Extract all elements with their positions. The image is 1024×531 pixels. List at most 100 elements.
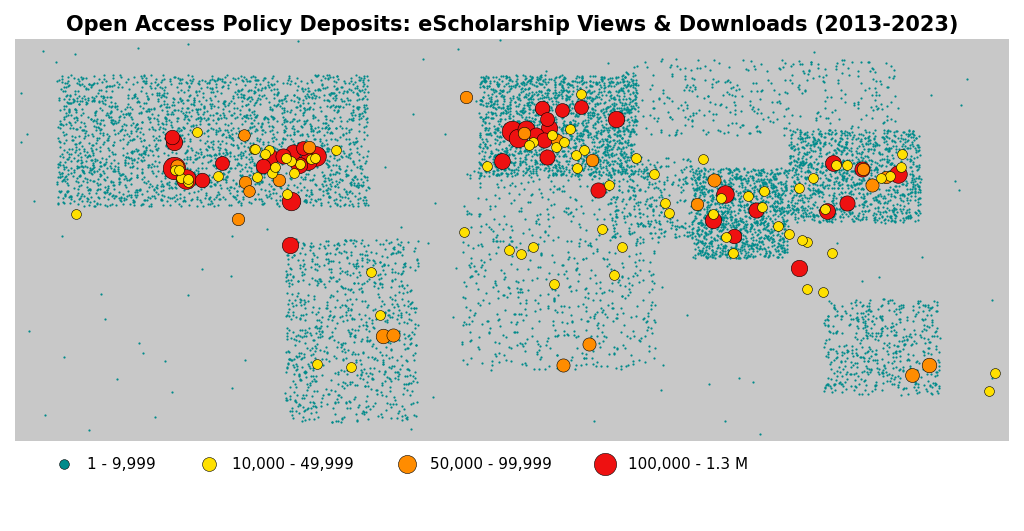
Point [404, 110, 421, 118]
Point [805, 210, 821, 219]
Point [555, 169, 571, 178]
Point [602, 110, 618, 118]
Point [820, 296, 837, 305]
Point [373, 410, 389, 418]
Point [834, 56, 850, 64]
Point [339, 381, 355, 390]
Point [540, 85, 556, 94]
Point [589, 245, 605, 253]
Point [54, 72, 71, 81]
Point [490, 80, 507, 89]
Point [156, 74, 172, 83]
Point [208, 193, 224, 201]
Point [715, 198, 731, 207]
Point [190, 187, 207, 195]
Point [306, 251, 323, 260]
Point [589, 92, 605, 101]
Point [859, 367, 876, 376]
Point [323, 274, 339, 282]
Point [546, 200, 562, 208]
Point [889, 188, 905, 196]
Point [843, 166, 859, 175]
Point [626, 127, 642, 135]
Point [88, 117, 104, 125]
Point [126, 92, 142, 101]
Point [687, 176, 703, 184]
Point [541, 269, 557, 277]
Point [600, 152, 616, 161]
Point [596, 110, 612, 119]
Point [554, 261, 570, 270]
Point [598, 144, 614, 152]
Point [907, 330, 924, 338]
Point [793, 159, 809, 167]
Point [879, 144, 895, 153]
Point [748, 240, 764, 249]
Point [143, 105, 160, 113]
Point [688, 166, 705, 175]
Point [581, 339, 597, 348]
Point [169, 82, 185, 91]
Point [114, 170, 130, 179]
Point [101, 81, 118, 90]
Point [825, 328, 842, 337]
Point [187, 166, 204, 174]
Point [495, 225, 511, 233]
Point [398, 319, 415, 327]
Point [730, 173, 746, 182]
Point [577, 123, 593, 132]
Point [834, 210, 850, 218]
Point [296, 241, 312, 249]
Point [69, 209, 85, 218]
Point [790, 169, 806, 178]
Point [116, 110, 132, 118]
Point [494, 168, 510, 177]
Point [864, 114, 881, 122]
Point [838, 127, 854, 135]
Point [828, 311, 845, 319]
Point [857, 207, 873, 216]
Point [515, 170, 531, 179]
Point [603, 195, 620, 203]
Point [310, 324, 327, 332]
Point [727, 174, 743, 182]
Point [911, 145, 928, 154]
Point [705, 116, 721, 124]
Point [327, 150, 343, 159]
Point [582, 170, 598, 179]
Point [255, 200, 271, 208]
Point [719, 214, 735, 222]
Point [650, 210, 667, 219]
Point [662, 218, 678, 226]
Point [49, 178, 66, 186]
Point [616, 148, 633, 157]
Point [325, 256, 341, 265]
Point [584, 196, 600, 204]
Point [498, 149, 514, 158]
Point [225, 124, 242, 132]
Point [554, 161, 570, 170]
Point [880, 297, 896, 305]
Point [172, 131, 188, 139]
Point [339, 365, 355, 374]
Point [128, 121, 144, 129]
Point [133, 86, 150, 95]
Point [482, 149, 499, 158]
Point [567, 126, 584, 135]
Point [814, 180, 830, 189]
Point [909, 365, 926, 374]
Point [550, 160, 566, 169]
Point [603, 113, 620, 121]
Point [359, 251, 376, 259]
Point [104, 115, 121, 124]
Point [301, 246, 317, 254]
Point [281, 200, 297, 208]
Point [246, 110, 262, 118]
Point [541, 127, 557, 136]
Point [781, 141, 798, 150]
Point [844, 304, 860, 312]
Point [655, 228, 672, 236]
Point [903, 156, 920, 164]
Point [515, 157, 531, 166]
Point [395, 379, 412, 388]
